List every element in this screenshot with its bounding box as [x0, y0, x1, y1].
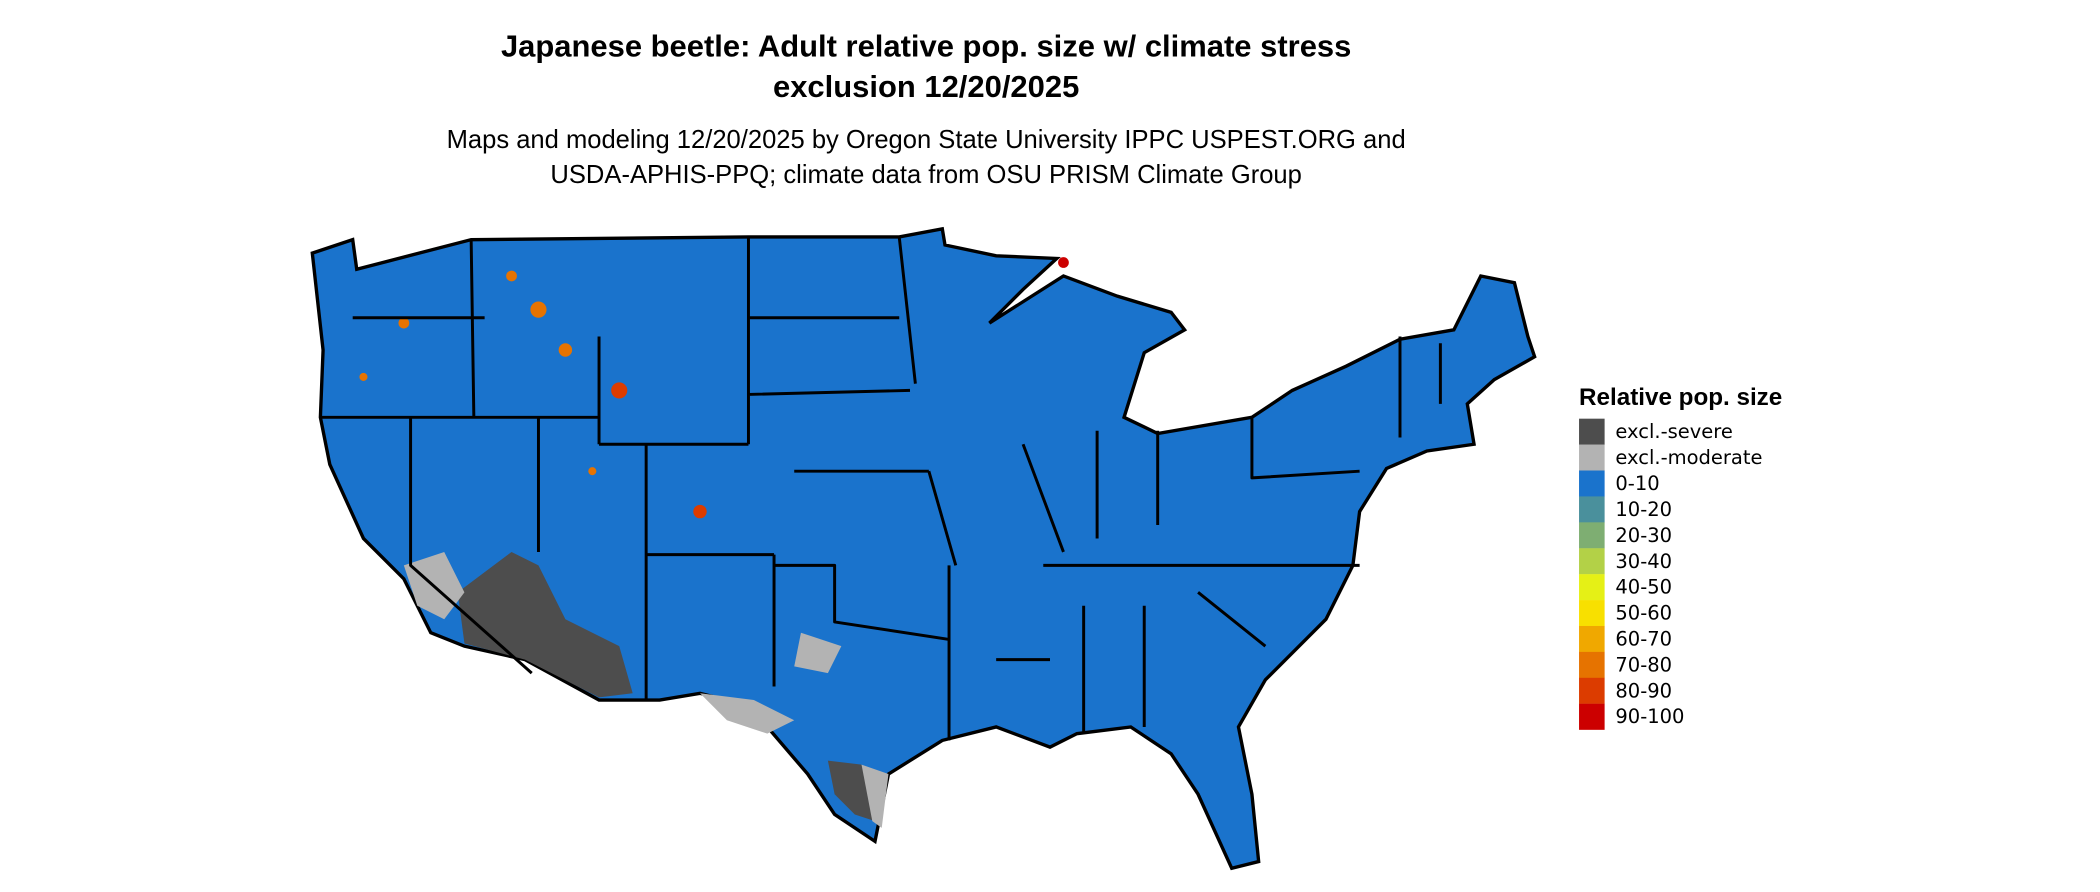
legend-swatch	[1579, 470, 1605, 497]
map-title-line1: Japanese beetle: Adult relative pop. siz…	[501, 29, 1351, 64]
legend-swatch	[1579, 703, 1605, 730]
legend-label: 30-40	[1615, 550, 1672, 573]
map-subtitle-line1: Maps and modeling 12/20/2025 by Oregon S…	[447, 126, 1406, 154]
excl-severe-southwest	[457, 551, 633, 698]
us-outline	[310, 226, 1537, 871]
legend-swatch	[1579, 574, 1605, 601]
high-population-patches	[359, 257, 1069, 519]
legend-swatch	[1579, 600, 1605, 627]
legend-label: excl.-severe	[1615, 420, 1733, 443]
legend-item: 90-100	[1579, 703, 1684, 730]
legend-item: 30-40	[1579, 548, 1672, 575]
excl-moderate-nm	[794, 632, 842, 674]
legend-item: excl.-moderate	[1579, 444, 1763, 471]
excl-moderate-texas-west	[700, 693, 795, 734]
excl-moderate-texas-south	[861, 764, 889, 828]
legend-label: 80-90	[1615, 679, 1672, 702]
legend-label: 70-80	[1615, 653, 1672, 676]
legend-swatch	[1579, 496, 1605, 523]
legend-swatch	[1579, 444, 1605, 471]
legend-label: 60-70	[1615, 628, 1672, 651]
legend-label: 10-20	[1615, 498, 1672, 521]
legend-item: 40-50	[1579, 574, 1672, 601]
legend-title: Relative pop. size	[1579, 384, 1782, 411]
legend-label: 40-50	[1615, 576, 1672, 599]
legend-swatch	[1579, 651, 1605, 679]
excl-severe-texas-south	[827, 760, 875, 822]
legend-label: 20-30	[1615, 524, 1672, 547]
state-borders	[320, 236, 1442, 741]
legend-label: 90-100	[1615, 705, 1684, 728]
legend-item: excl.-severe	[1579, 418, 1733, 445]
legend-item: 60-70	[1579, 625, 1672, 653]
legend-swatch	[1579, 625, 1605, 653]
legend-item: 70-80	[1579, 651, 1672, 679]
legend-label: excl.-moderate	[1615, 446, 1762, 469]
legend: Relative pop. size excl.-severe excl.-mod…	[1579, 384, 1782, 730]
legend-item: 50-60	[1579, 600, 1672, 627]
legend-item: 10-20	[1579, 496, 1672, 523]
map-title-line2: exclusion 12/20/2025	[773, 69, 1079, 104]
legend-label: 0-10	[1615, 472, 1659, 495]
legend-item: 20-30	[1579, 522, 1672, 549]
map-subtitle-line2: USDA-APHIS-PPQ; climate data from OSU PR…	[550, 161, 1301, 189]
legend-item: 80-90	[1579, 677, 1672, 704]
us-map	[310, 226, 1537, 871]
legend-item: 0-10	[1579, 470, 1660, 497]
legend-items: excl.-severe excl.-moderate 0-10 10-20 20-30…	[1579, 418, 1763, 730]
legend-swatch	[1579, 522, 1605, 549]
legend-label: 50-60	[1615, 602, 1672, 625]
legend-swatch	[1579, 677, 1605, 704]
legend-swatch	[1579, 548, 1605, 575]
legend-swatch	[1579, 418, 1605, 445]
